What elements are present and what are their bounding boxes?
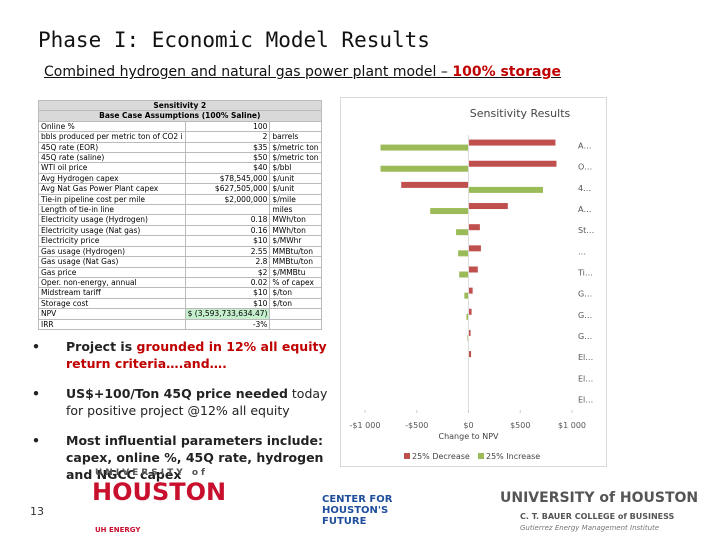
bullet: US$+100/Ton 45Q price needed today for p… bbox=[28, 385, 328, 419]
category-label: G… bbox=[578, 332, 592, 341]
header-cell: Base Case Assumptions (100% Saline) bbox=[38, 110, 322, 122]
bar bbox=[467, 334, 469, 341]
x-tick-label: $1 000 bbox=[558, 421, 586, 430]
table-cell: $/MWhr bbox=[269, 235, 322, 247]
bullet-text: today for positive project @12% all equi… bbox=[66, 386, 328, 418]
table-row: Avg Nat Gas Power Plant capex $627,505,00… bbox=[38, 183, 322, 195]
logo-text: UH ENERGY bbox=[95, 526, 141, 534]
bullet-text: Project is bbox=[66, 339, 137, 354]
table-cell: MMBtu/ton bbox=[269, 245, 322, 258]
table-cell: $/metric ton bbox=[269, 141, 322, 154]
x-tick-label: $500 bbox=[510, 421, 530, 430]
logo-text: UNIVERSITY of bbox=[95, 468, 208, 478]
table-cell: $/mile bbox=[269, 193, 322, 206]
header-cell: Sensitivity 2 bbox=[38, 99, 322, 112]
legend-swatch bbox=[478, 453, 484, 459]
table-cell: $/metric ton bbox=[269, 152, 322, 164]
bar bbox=[459, 271, 469, 278]
bar bbox=[456, 229, 469, 236]
bar bbox=[468, 287, 473, 294]
bar bbox=[466, 313, 469, 320]
table-cell: MWh/ton bbox=[269, 214, 322, 226]
bullet-highlight: grounded in 12% all equity return criter… bbox=[66, 339, 327, 371]
category-label: G… bbox=[578, 290, 592, 299]
table-cell: barrels bbox=[269, 131, 322, 143]
category-label: G… bbox=[578, 311, 592, 320]
category-label: A… bbox=[578, 205, 591, 214]
logo-block: CENTER FOR HOUSTON'S FUTURE bbox=[322, 494, 392, 527]
x-axis-label: Change to NPV bbox=[438, 432, 499, 441]
subtitle-text: Combined hydrogen and natural gas power … bbox=[44, 64, 453, 80]
x-tick-label: $0 bbox=[463, 421, 473, 430]
header-row: Sensitivity 2 bbox=[38, 99, 322, 112]
table-row: Tie-in pipeline cost per mile $2,000,000 $… bbox=[38, 193, 322, 206]
chart-frame bbox=[340, 97, 607, 467]
bar bbox=[430, 208, 469, 215]
logo-text: HOUSTON'S bbox=[322, 505, 389, 516]
header-row: Base Case Assumptions (100% Saline) bbox=[38, 110, 322, 122]
category-label: 4… bbox=[578, 184, 591, 193]
logo-text: UNIVERSITY of HOUSTON bbox=[500, 490, 699, 506]
category-label: El… bbox=[578, 353, 593, 362]
bar bbox=[468, 139, 556, 146]
bullet-text: US$+100/Ton 45Q price needed bbox=[66, 386, 288, 401]
table-row: Electricity usage (Hydrogen) 0.18 MWh/ton bbox=[38, 214, 322, 226]
bar bbox=[468, 266, 478, 273]
category-label: Ti… bbox=[577, 269, 593, 278]
logo-text: FUTURE bbox=[322, 516, 367, 527]
table-row: IRR -3% bbox=[38, 318, 322, 330]
bullet-text: Most influential parameters include: cap… bbox=[66, 433, 324, 482]
table-cell: % of capex bbox=[269, 276, 322, 289]
subtitle: Combined hydrogen and natural gas power … bbox=[44, 64, 561, 80]
table-row: bbls produced per metric ton of CO2 i 2 ba… bbox=[38, 131, 322, 143]
category-label: El… bbox=[578, 395, 593, 404]
bar bbox=[468, 160, 557, 167]
table-cell: MWh/ton bbox=[269, 224, 322, 237]
slide-title: Phase I: Economic Model Results bbox=[38, 28, 430, 52]
bar bbox=[468, 308, 472, 315]
bar bbox=[380, 165, 469, 172]
bullet: Most influential parameters include: cap… bbox=[28, 432, 328, 483]
bar bbox=[468, 351, 472, 358]
category-label: A… bbox=[578, 142, 591, 151]
x-tick-label: -$500 bbox=[405, 421, 428, 430]
page-number: 13 bbox=[30, 505, 44, 518]
table-cell bbox=[269, 318, 322, 330]
bar bbox=[464, 292, 469, 299]
bar bbox=[468, 245, 481, 252]
category-label: … bbox=[578, 247, 586, 256]
bar bbox=[468, 329, 471, 336]
legend-label: 25% Decrease bbox=[412, 452, 470, 461]
logo-text: CENTER FOR bbox=[322, 494, 393, 505]
x-tick-label: -$1 000 bbox=[350, 421, 381, 430]
table-cell: MMBtu/ton bbox=[269, 256, 322, 268]
bar bbox=[401, 181, 469, 188]
table-row: Avg Hydrogen capex $78,545,000 $/unit bbox=[38, 172, 322, 185]
category-label: O… bbox=[578, 163, 592, 172]
chart-title: Sensitivity Results bbox=[470, 107, 571, 120]
logo-text: HOUSTON bbox=[92, 478, 227, 506]
table-row: Gas usage (Hydrogen) 2.55 MMBtu/ton bbox=[38, 245, 322, 258]
bar bbox=[468, 203, 508, 210]
subtitle-highlight: 100% storage bbox=[452, 64, 561, 80]
legend-swatch bbox=[404, 453, 410, 459]
bar bbox=[468, 224, 480, 231]
category-label: St… bbox=[578, 226, 594, 235]
logo-text: C. T. BAUER COLLEGE of BUSINESS bbox=[520, 512, 675, 521]
logo-text: Gutierrez Energy Management Institute bbox=[520, 524, 660, 532]
bullet: Project is grounded in 12% all equity re… bbox=[28, 338, 328, 372]
table-cell: $/MMBtu bbox=[269, 266, 322, 278]
bar bbox=[380, 144, 469, 151]
bar bbox=[458, 250, 469, 257]
assumptions-table: Sensitivity 2 Base Case Assumptions (100%… bbox=[38, 99, 322, 330]
bar bbox=[468, 186, 544, 193]
category-label: El… bbox=[578, 374, 593, 383]
legend-label: 25% Increase bbox=[486, 452, 540, 461]
